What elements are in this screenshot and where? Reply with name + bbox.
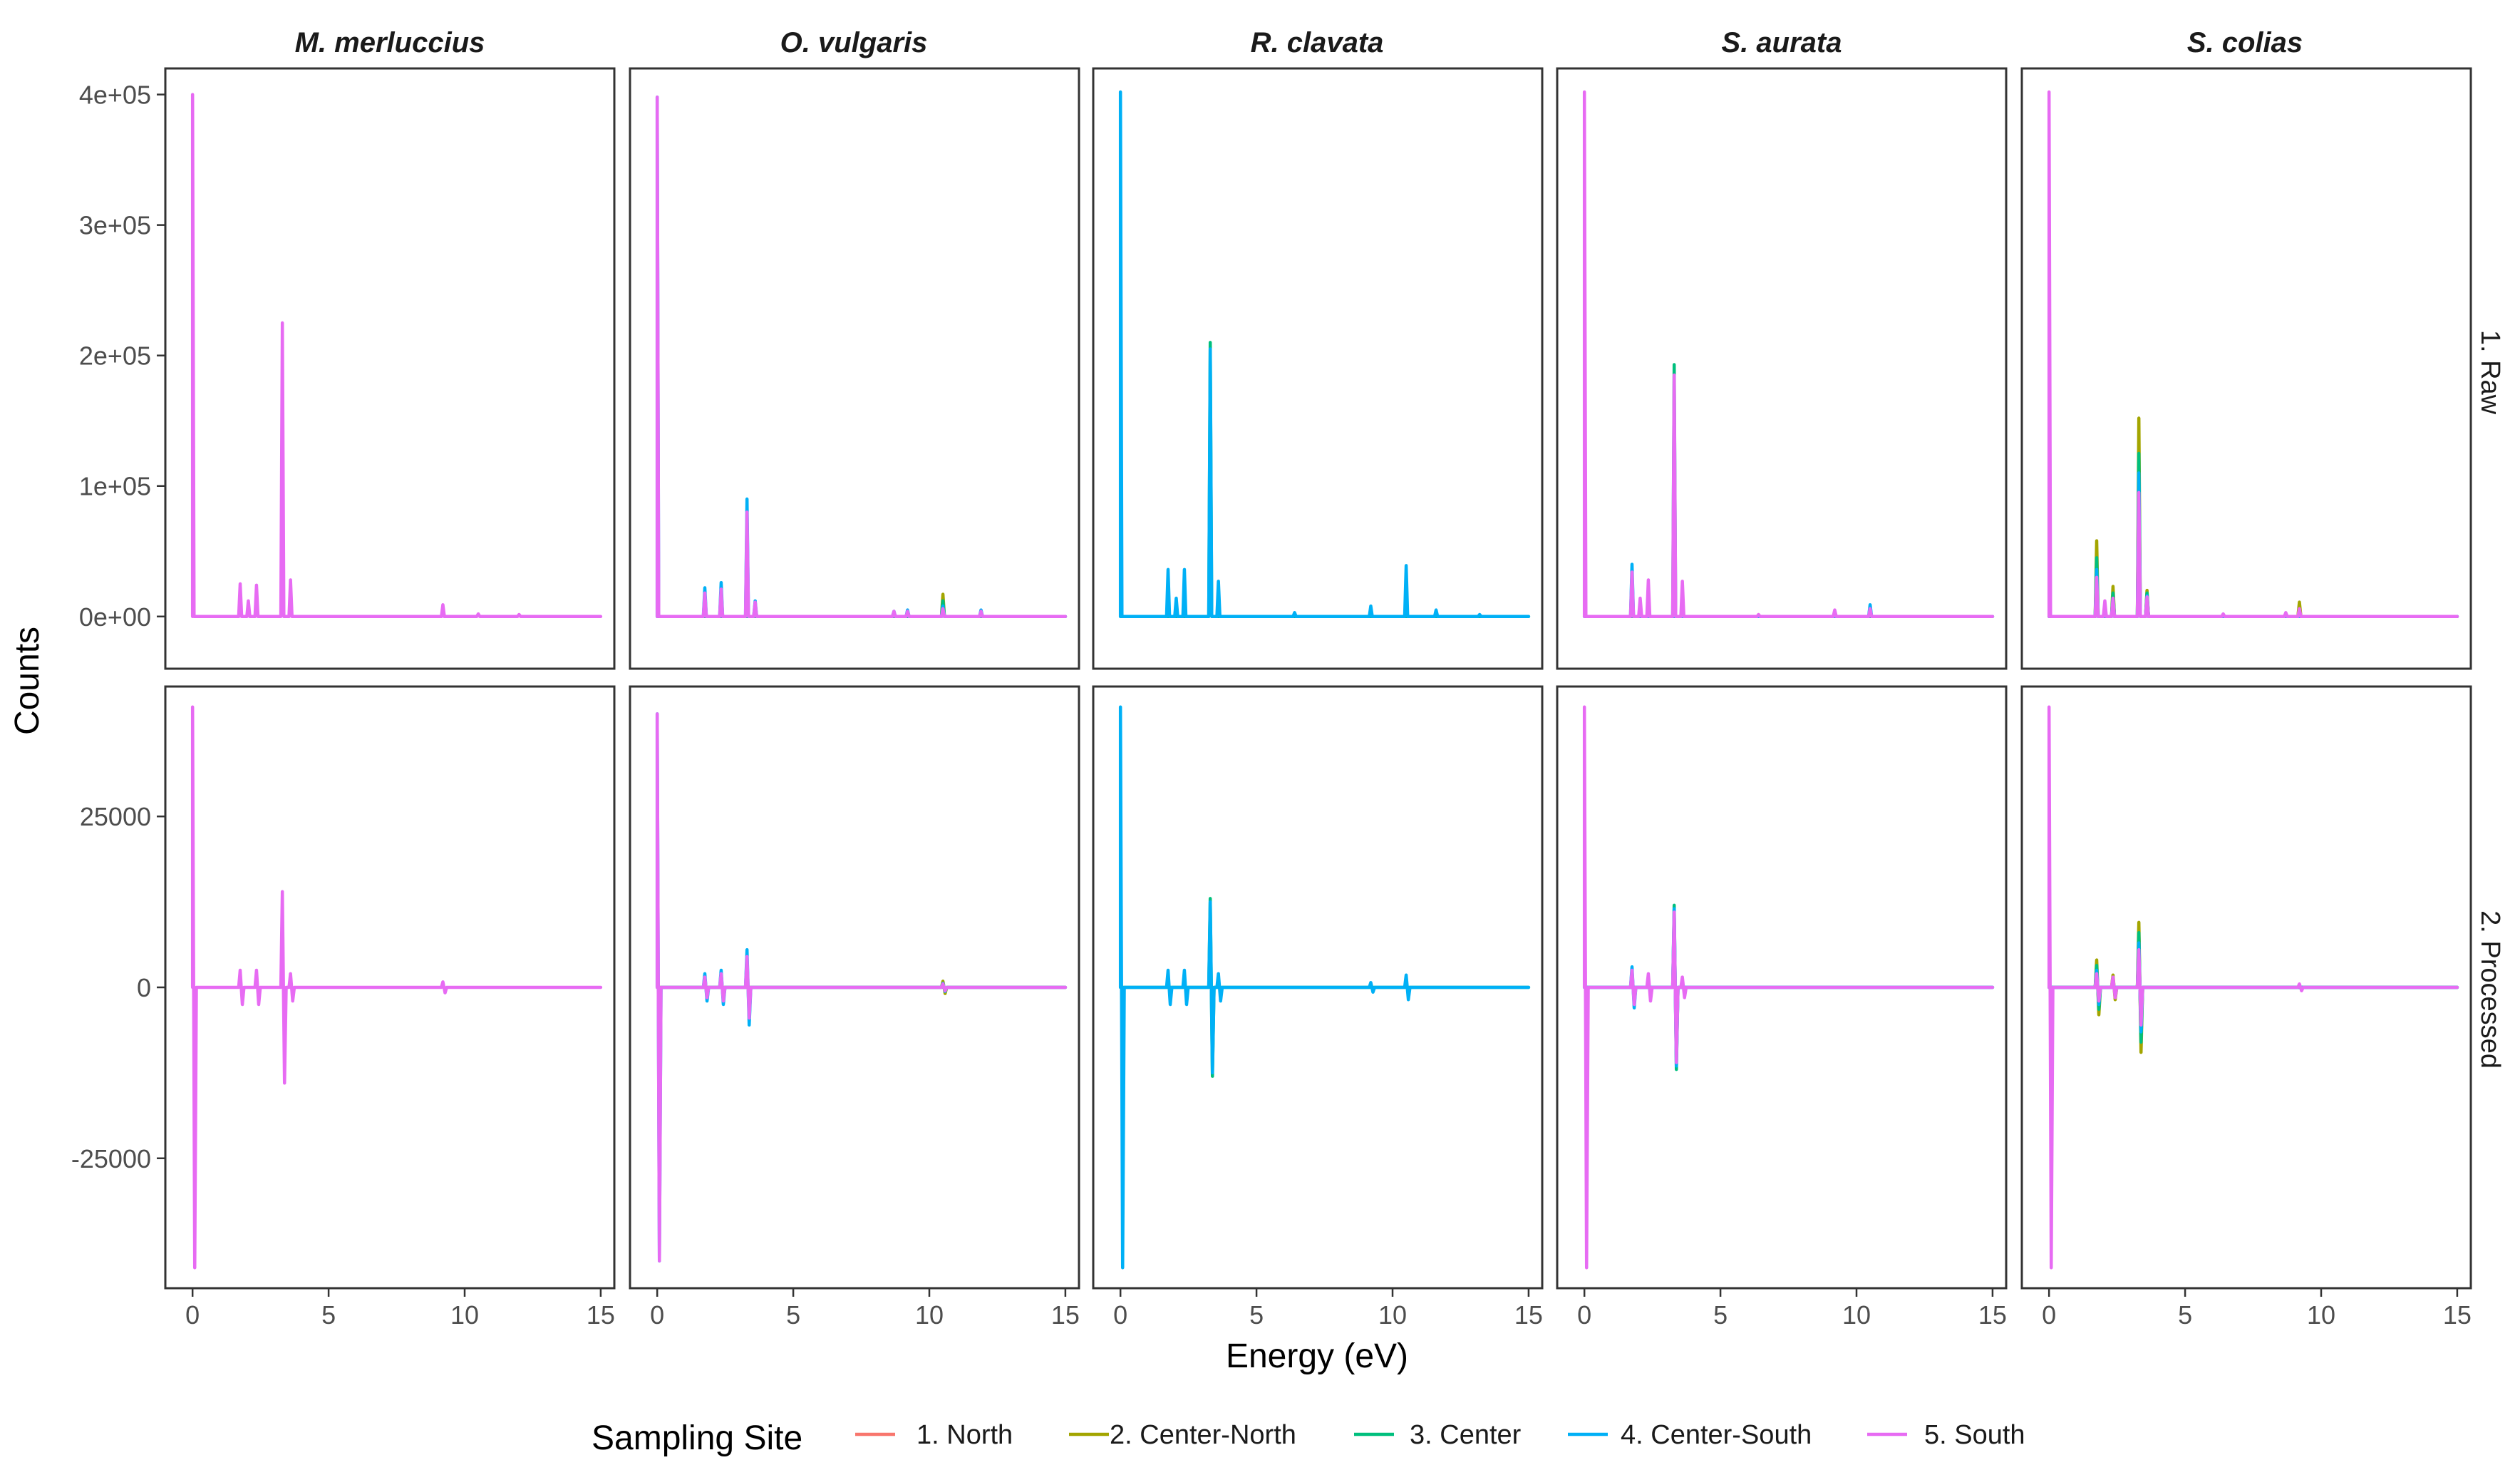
x-tick-label: 15 xyxy=(587,1300,615,1330)
legend-label-south: 5. South xyxy=(1924,1420,2025,1450)
x-tick-label: 0 xyxy=(2042,1300,2056,1330)
x-tick-label: 5 xyxy=(1713,1300,1728,1330)
panel-frame xyxy=(1556,67,2008,670)
panel-frame xyxy=(1092,67,1544,670)
panel-processed-s-colias xyxy=(2020,685,2472,1290)
x-tick-label: 10 xyxy=(915,1300,944,1330)
panel-processed-m-merluccius xyxy=(164,685,616,1290)
y-axis-raw: 0e+00 1e+05 2e+05 3e+05 4e+05 xyxy=(79,81,165,632)
series-5-south-s-aurata-raw xyxy=(1582,90,1995,619)
series-5-south-s-colias-processed xyxy=(2047,705,2459,1270)
series-5-south-o-vulgaris-processed xyxy=(655,712,1068,1263)
panel-processed-o-vulgaris xyxy=(629,685,1080,1290)
strip-title-s-colias: S. colias xyxy=(2187,27,2303,58)
x-tick-label: 5 xyxy=(321,1300,336,1330)
x-tick-label: 10 xyxy=(2307,1300,2335,1330)
series-5-south-s-aurata-processed xyxy=(1582,705,1995,1270)
row-label-processed: 2. Processed xyxy=(2475,910,2505,1069)
panel-raw-o-vulgaris xyxy=(629,67,1080,670)
y-tick-label-processed: 25000 xyxy=(80,802,151,831)
strip-title-m-merluccius: M. merluccius xyxy=(295,27,485,58)
x-tick-label: 15 xyxy=(1514,1300,1543,1330)
series-5-south-m-merluccius-processed xyxy=(190,705,603,1270)
series-5-south-m-merluccius-raw xyxy=(190,93,603,619)
strip-title-s-aurata: S. aurata xyxy=(1722,27,1842,58)
x-tick-label: 10 xyxy=(1842,1300,1871,1330)
y-tick-label-raw: 4e+05 xyxy=(79,81,151,110)
legend-label-center: 3. Center xyxy=(1410,1420,1522,1450)
series-5-south-s-colias-raw xyxy=(2047,90,2459,619)
panel-raw-s-colias xyxy=(2020,67,2472,670)
x-axis-title: Energy (eV) xyxy=(1226,1337,1408,1375)
x-tick-label: 15 xyxy=(2443,1300,2472,1330)
x-axes: 0 5 10 15 0 5 10 15 0 5 10 15 0 5 10 15 0 5 10 15 xyxy=(185,1288,2472,1330)
strip-title-r-clavata: R. clavata xyxy=(1251,27,1384,58)
y-tick-label-raw: 2e+05 xyxy=(79,341,151,371)
y-axis-title: Counts xyxy=(9,627,46,735)
panel-frame xyxy=(629,67,1080,670)
panel-raw-s-aurata xyxy=(1556,67,2008,670)
panel-processed-r-clavata xyxy=(1092,685,1544,1290)
series-5-south-o-vulgaris-raw xyxy=(655,96,1068,619)
legend-title: Sampling Site xyxy=(592,1419,802,1457)
y-tick-label-raw: 0e+00 xyxy=(79,602,151,632)
x-tick-label: 15 xyxy=(1978,1300,2007,1330)
series-4-center-south-r-clavata-processed xyxy=(1118,705,1531,1270)
legend-label-center-south: 4. Center-South xyxy=(1621,1420,1812,1450)
y-tick-label-processed: -25000 xyxy=(71,1144,151,1173)
y-tick-label-processed: 0 xyxy=(137,973,151,1002)
legend-label-north: 1. North xyxy=(916,1420,1013,1450)
x-tick-label: 5 xyxy=(786,1300,800,1330)
panel-raw-m-merluccius xyxy=(164,67,616,670)
legend-label-center-north: 2. Center-North xyxy=(1110,1420,1296,1450)
series-4-center-south-r-clavata-raw xyxy=(1118,90,1531,619)
y-tick-label-raw: 3e+05 xyxy=(79,211,151,240)
x-tick-label: 10 xyxy=(1378,1300,1407,1330)
panel-frame xyxy=(2020,67,2472,670)
y-axis-processed: -25000 0 25000 xyxy=(71,802,165,1173)
x-tick-label: 10 xyxy=(450,1300,479,1330)
strip-title-o-vulgaris: O. vulgaris xyxy=(780,27,928,58)
x-tick-label: 15 xyxy=(1051,1300,1080,1330)
x-tick-label: 5 xyxy=(1249,1300,1264,1330)
row-label-raw: 1. Raw xyxy=(2475,330,2505,415)
x-tick-label: 0 xyxy=(650,1300,664,1330)
panel-frame xyxy=(164,67,616,670)
panel-processed-s-aurata xyxy=(1556,685,2008,1290)
x-tick-label: 0 xyxy=(1577,1300,1591,1330)
y-tick-label-raw: 1e+05 xyxy=(79,472,151,501)
x-tick-label: 5 xyxy=(2178,1300,2192,1330)
legend: Sampling Site 1. North 2. Center-North 3… xyxy=(592,1419,2025,1457)
panel-raw-r-clavata xyxy=(1092,67,1544,670)
x-tick-label: 0 xyxy=(185,1300,200,1330)
x-tick-label: 0 xyxy=(1113,1300,1127,1330)
